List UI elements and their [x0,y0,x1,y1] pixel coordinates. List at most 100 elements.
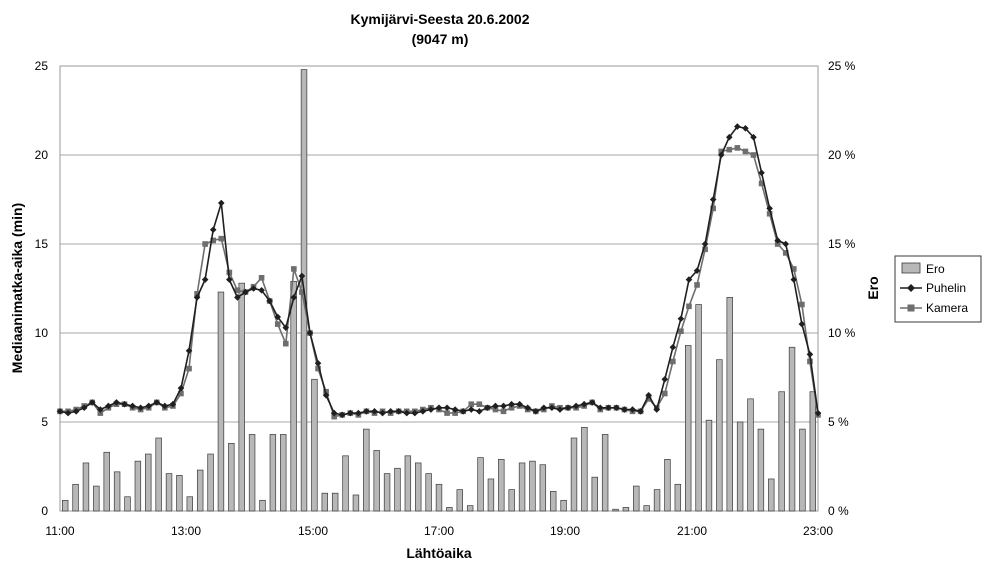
kamera-point [734,145,741,151]
x-tick-label: 13:00 [171,524,201,538]
ero-bar [446,507,453,512]
puhelin-point [177,384,185,392]
x-tick-label: 21:00 [677,524,707,538]
kamera-point [670,358,676,365]
puhelin-point [258,286,265,294]
ero-bar [705,419,713,512]
y-tick-label: 20 [35,148,49,162]
ero-bar [653,489,661,512]
puhelin-point [330,409,338,417]
puhelin-point [782,240,790,248]
chart-title: Kymijärvi-Seesta 20.6.2002 [350,11,529,27]
x-tick-label: 19:00 [550,524,580,538]
kamera-point [202,241,208,247]
ero-bar [145,453,152,512]
kamera-point [218,235,225,242]
kamera-point [186,365,192,372]
legend-square-marker [907,304,915,312]
ero-bar [134,460,142,512]
puhelin-point [435,404,443,412]
kamera-point [645,396,652,402]
ero-bar [560,499,567,512]
y-axis-ticks: 0 5 10 15 20 25 [35,59,49,518]
kamera-point [210,237,217,244]
puhelin-point [161,402,169,410]
kamera-point [661,390,668,397]
puhelin-point [725,133,733,141]
kamera-point [476,401,483,407]
kamera-point [774,241,781,247]
ero-bar [186,496,194,512]
puhelin-point [290,294,298,301]
ero-bar [757,428,765,512]
ero-bar [716,359,723,512]
kamera-point [492,406,499,413]
kamera-point [331,413,337,420]
y2-tick-label: 25 % [828,59,856,73]
ero-bar [124,496,131,512]
puhelin-point [387,408,394,415]
ero-bar [228,443,235,512]
puhelin-point [411,409,419,417]
ero-bar [363,428,370,512]
kamera-point [807,358,813,365]
puhelin-point [137,404,144,412]
puhelin-point [338,411,346,419]
ero-bar [82,462,90,512]
ero-bar [196,469,204,512]
kamera-point [678,328,684,335]
ero-bar [498,459,505,512]
puhelin-point [500,402,507,410]
ero-bar [435,483,443,512]
legend-label-kamera: Kamera [926,301,968,315]
ero-bar [570,437,578,512]
puhelin-point [476,408,483,415]
kamera-point [702,246,708,253]
ero-bar [695,304,702,512]
ero-bar [726,297,733,512]
kamera-point [291,266,297,272]
y2-axis-ticks: 0 % 5 % 10 % 15 % 20 % 25 % [828,59,856,518]
puhelin-point [129,402,136,410]
ero-bar [622,507,630,512]
y2-tick-label: 0 % [828,504,849,518]
puhelin-point [645,392,652,399]
kamera-point [323,388,329,395]
puhelin-point [701,240,709,248]
puhelin-point [605,404,612,412]
puhelin-point [806,351,814,358]
ero-bar [633,485,640,512]
puhelin-point [217,199,225,207]
x-axis-title: Lähtöaika [406,545,472,561]
puhelin-point [72,408,80,415]
legend-diamond-marker [907,284,915,292]
puhelin-point [669,343,677,351]
puhelin-point [250,285,257,292]
puhelin-point [790,276,798,283]
puhelin-point [153,399,161,406]
ero-bar [788,346,796,512]
puhelin-point [556,406,564,413]
kamera-point [500,408,507,415]
y2-tick-label: 20 % [828,148,856,162]
puhelin-point [717,151,725,159]
puhelin-point [419,408,427,415]
puhelin-point [105,402,112,410]
puhelin-point [193,294,201,301]
ero-bar [394,467,401,512]
puhelin-point [346,409,354,417]
ero-bar [809,391,817,512]
puhelin-point [113,399,120,406]
y-axis-title: Mediaanimatka-aika (min) [9,203,25,373]
kamera-point [750,152,757,158]
puhelin-point [758,169,765,177]
legend-label-ero: Ero [926,262,945,276]
ero-bar [93,485,100,512]
puhelin-point [169,400,177,408]
kamera-point [452,410,458,416]
kamera-point [799,301,805,308]
puhelin-point [242,288,249,296]
kamera-point [766,210,773,217]
ero-bar [342,455,349,512]
ero-bar [799,428,806,512]
